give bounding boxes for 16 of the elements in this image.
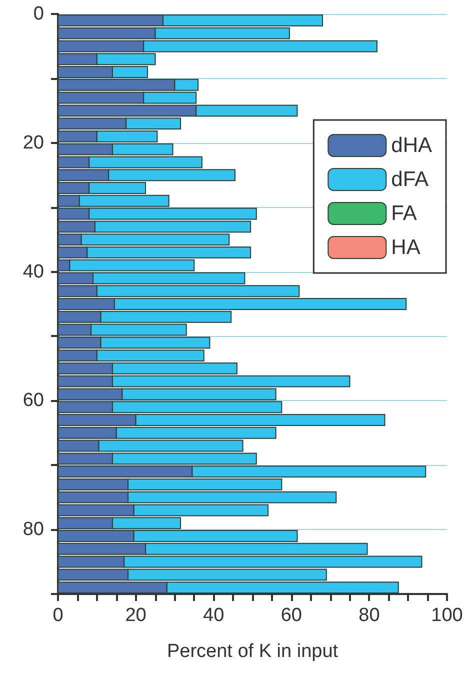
legend-label: FA: [391, 202, 417, 225]
y-tick-label: 60: [22, 390, 44, 412]
x-tick-label: 100: [431, 605, 463, 626]
x-tick-label: 0: [52, 605, 64, 626]
y-tick-label: 20: [22, 132, 44, 154]
x-tick-label: 40: [203, 605, 224, 626]
x-axis-title: Percent of K in input: [166, 641, 339, 662]
x-tick-label: 20: [125, 605, 146, 626]
legend-label: dFA: [391, 168, 429, 191]
y-tick-label: 0: [33, 4, 44, 24]
y-tick-label: 80: [22, 519, 44, 540]
x-tick-label: 80: [358, 605, 380, 626]
x-tick-label: 60: [280, 605, 302, 626]
y-tick-label: 40: [22, 261, 44, 282]
legend-label: dHA: [391, 134, 432, 157]
legend-label: HA: [391, 236, 420, 259]
